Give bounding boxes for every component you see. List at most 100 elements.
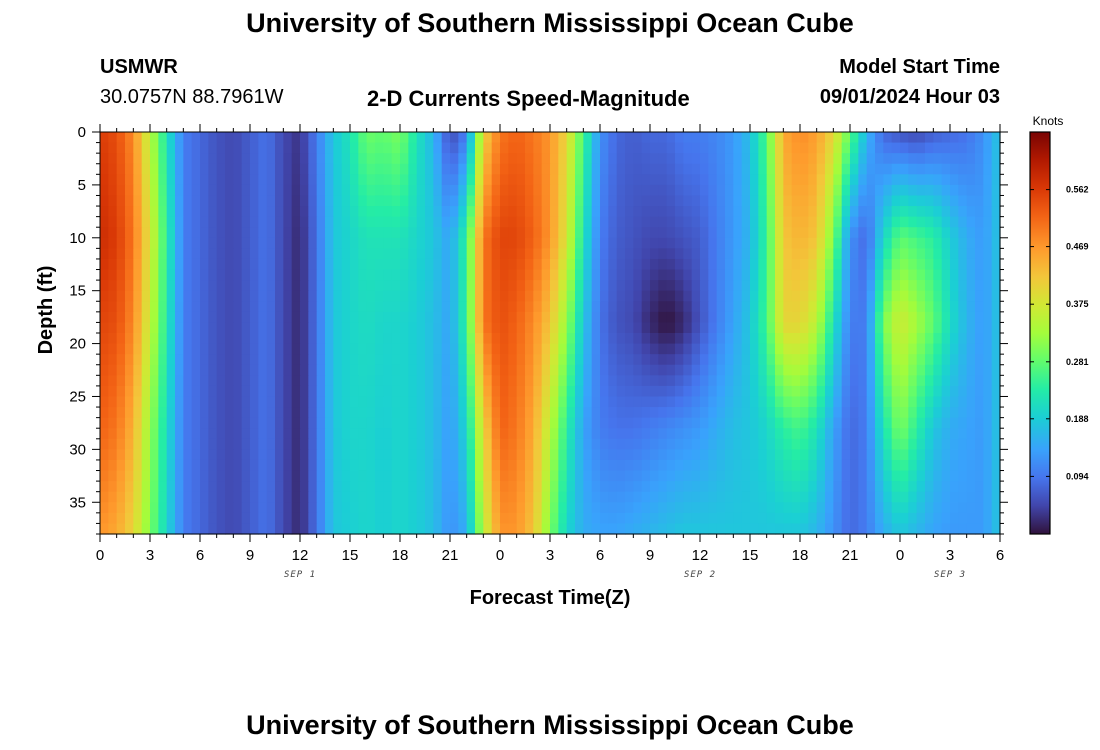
heatmap-cell (283, 512, 293, 525)
date-label: SEP 1 (284, 570, 316, 580)
heatmap-cell (758, 163, 768, 175)
heatmap-cell (408, 428, 418, 440)
heatmap-cell (466, 163, 476, 175)
heatmap-cell (866, 311, 876, 324)
heatmap-cell (383, 132, 393, 144)
heatmap-cell (383, 375, 393, 387)
heatmap-cell (975, 459, 984, 472)
heatmap-cell (341, 322, 351, 334)
heatmap-cell (425, 301, 434, 313)
heatmap-cell (533, 174, 543, 186)
heatmap-cell (958, 523, 968, 535)
heatmap-cell (608, 322, 618, 334)
heatmap-cell (991, 512, 1001, 525)
heatmap-cell (250, 354, 259, 366)
heatmap-cell (216, 301, 226, 313)
heatmap-cell (650, 258, 659, 271)
heatmap-cell (700, 258, 709, 271)
heatmap-cell (900, 333, 909, 345)
heatmap-cell (866, 269, 876, 281)
heatmap-cell (375, 258, 384, 271)
heatmap-cell (150, 354, 159, 366)
heatmap-cell (308, 195, 318, 207)
heatmap-cell (400, 343, 409, 355)
heatmap-cell (575, 322, 584, 334)
heatmap-cell (525, 333, 534, 345)
heatmap-cell (616, 502, 626, 514)
heatmap-cell (141, 375, 151, 387)
x-tick-label: 12 (292, 547, 309, 564)
heatmap-cell (341, 301, 351, 313)
heatmap-cell (658, 174, 668, 186)
heatmap-cell (783, 491, 793, 503)
heatmap-cell (591, 428, 601, 440)
heatmap-cell (608, 481, 618, 493)
heatmap-cell (966, 132, 976, 144)
heatmap-cell (158, 248, 168, 260)
heatmap-cell (100, 333, 109, 345)
heatmap-cell (800, 481, 809, 493)
heatmap-cell (383, 512, 393, 525)
heatmap-cell (708, 216, 718, 228)
heatmap-cell (491, 449, 501, 461)
heatmap-cell (966, 470, 976, 482)
heatmap-cell (216, 354, 226, 366)
heatmap-cell (325, 132, 334, 144)
heatmap-cell (950, 206, 959, 218)
heatmap-cell (358, 491, 368, 503)
heatmap-cell (133, 184, 143, 197)
heatmap-cell (608, 184, 618, 197)
heatmap-cell (391, 343, 401, 355)
heatmap-cell (475, 364, 484, 376)
heatmap-cell (558, 354, 568, 366)
heatmap-cell (425, 417, 434, 429)
heatmap-cell (350, 174, 359, 186)
heatmap-cell (941, 523, 951, 535)
heatmap-cell (191, 407, 201, 419)
heatmap-cell (558, 502, 568, 514)
heatmap-cell (900, 407, 909, 419)
heatmap-cell (458, 216, 468, 228)
heatmap-cell (541, 301, 551, 313)
heatmap-cell (375, 290, 384, 302)
heatmap-cell (816, 502, 826, 514)
heatmap-cell (683, 174, 693, 186)
heatmap-cell (733, 491, 743, 503)
heatmap-cell (783, 227, 793, 239)
heatmap-cell (391, 311, 401, 324)
heatmap-cell (333, 428, 343, 440)
heatmap-cell (166, 438, 176, 450)
heatmap-cell (841, 449, 851, 461)
heatmap-cell (300, 290, 309, 302)
heatmap-cell (966, 174, 976, 186)
heatmap-cell (325, 428, 334, 440)
heatmap-cell (841, 237, 851, 249)
heatmap-cell (291, 364, 301, 376)
heatmap-cell (983, 269, 993, 281)
heatmap-cell (691, 354, 701, 366)
heatmap-cell (816, 428, 826, 440)
heatmap-cell (833, 237, 843, 249)
heatmap-cell (458, 396, 468, 408)
heatmap-cell (650, 227, 659, 239)
heatmap-cell (725, 216, 734, 228)
heatmap-cell (350, 184, 359, 197)
heatmap-cell (375, 428, 384, 440)
heatmap-cell (675, 227, 684, 239)
heatmap-cell (625, 333, 634, 345)
heatmap-cell (116, 333, 126, 345)
heatmap-cell (458, 132, 468, 144)
heatmap-cell (691, 385, 701, 398)
heatmap-cell (566, 417, 576, 429)
heatmap-cell (683, 449, 693, 461)
heatmap-cell (633, 428, 643, 440)
heatmap-cell (591, 163, 601, 175)
heatmap-cell (541, 428, 551, 440)
heatmap-cell (216, 438, 226, 450)
heatmap-cell (541, 153, 551, 165)
heatmap-cell (833, 396, 843, 408)
heatmap-cell (933, 248, 943, 260)
heatmap-cell (616, 428, 626, 440)
heatmap-cell (691, 364, 701, 376)
heatmap-cell (966, 322, 976, 334)
